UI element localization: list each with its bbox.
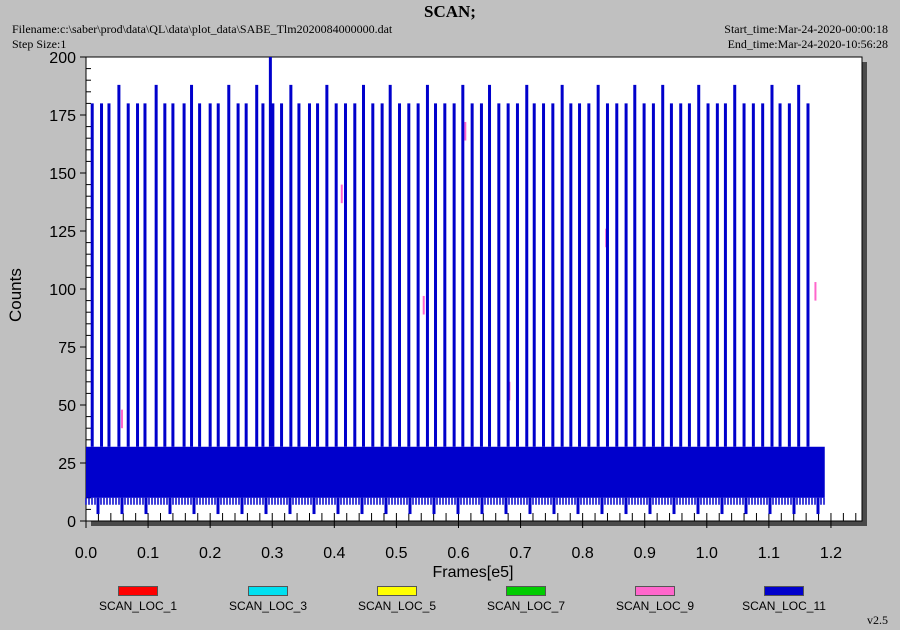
legend-swatch <box>248 586 288 596</box>
y-tick-label: 100 <box>49 282 76 299</box>
legend-item: SCAN_LOC_11 <box>724 586 844 613</box>
x-tick-label: 0.5 <box>385 545 407 562</box>
x-tick-label: 0.0 <box>75 545 97 562</box>
series-scan-loc-11 <box>85 57 825 515</box>
y-tick-label: 50 <box>58 398 76 415</box>
x-tick-label: 1.2 <box>820 545 842 562</box>
chart-title: SCAN; <box>424 2 476 21</box>
legend-label: SCAN_LOC_3 <box>228 599 308 613</box>
y-tick-label: 125 <box>49 224 76 241</box>
version-label: v2.5 <box>867 613 888 627</box>
legend-swatch <box>764 586 804 596</box>
x-tick-label: 0.4 <box>323 545 345 562</box>
plot-area <box>85 56 863 522</box>
y-tick-label: 25 <box>58 456 76 473</box>
end-time-label: End_time:Mar-24-2020-10:56:28 <box>727 37 888 51</box>
noise-band <box>86 446 825 498</box>
x-tick-label: 0.3 <box>261 545 283 562</box>
legend-swatch <box>377 586 417 596</box>
legend-label: SCAN_LOC_11 <box>742 599 826 613</box>
legend-label: SCAN_LOC_5 <box>357 599 437 613</box>
legend-swatch <box>635 586 675 596</box>
legend-item: SCAN_LOC_9 <box>595 586 715 613</box>
legend-item: SCAN_LOC_3 <box>208 586 328 613</box>
legend-item: SCAN_LOC_7 <box>466 586 586 613</box>
start-time-label: Start_time:Mar-24-2020-00:00:18 <box>724 22 888 36</box>
x-tick-label: 1.0 <box>696 545 718 562</box>
legend-swatch <box>506 586 546 596</box>
y-tick-label: 175 <box>49 108 76 125</box>
x-axis-label: Frames[e5] <box>432 564 514 581</box>
y-axis-label: Counts <box>6 268 25 322</box>
legend-label: SCAN_LOC_7 <box>486 599 566 613</box>
x-tick-label: 0.6 <box>447 545 469 562</box>
x-tick-label: 1.1 <box>758 545 780 562</box>
filename-label: Filename:c:\saber\prod\data\QL\data\plot… <box>12 22 393 36</box>
y-tick-label: 75 <box>58 340 76 357</box>
x-tick-label: 0.1 <box>137 545 159 562</box>
y-tick-label: 150 <box>49 166 76 183</box>
y-tick-label: 0 <box>67 514 76 531</box>
y-tick-label: 200 <box>49 50 76 67</box>
x-tick-label: 0.7 <box>509 545 531 562</box>
legend-item: SCAN_LOC_1 <box>78 586 198 613</box>
legend-item: SCAN_LOC_5 <box>337 586 457 613</box>
legend-label: SCAN_LOC_9 <box>615 599 695 613</box>
legend-label: SCAN_LOC_1 <box>98 599 178 613</box>
x-tick-label: 0.9 <box>634 545 656 562</box>
x-tick-label: 0.8 <box>572 545 594 562</box>
legend-swatch <box>118 586 158 596</box>
x-tick-label: 0.2 <box>199 545 221 562</box>
step-size-label: Step Size:1 <box>12 37 67 51</box>
